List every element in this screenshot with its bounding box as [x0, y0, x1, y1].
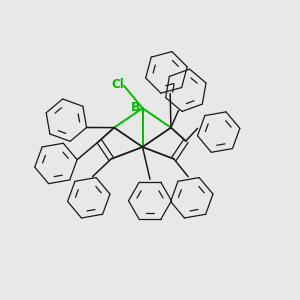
Text: Cl: Cl [111, 77, 124, 91]
Text: B: B [131, 101, 141, 114]
